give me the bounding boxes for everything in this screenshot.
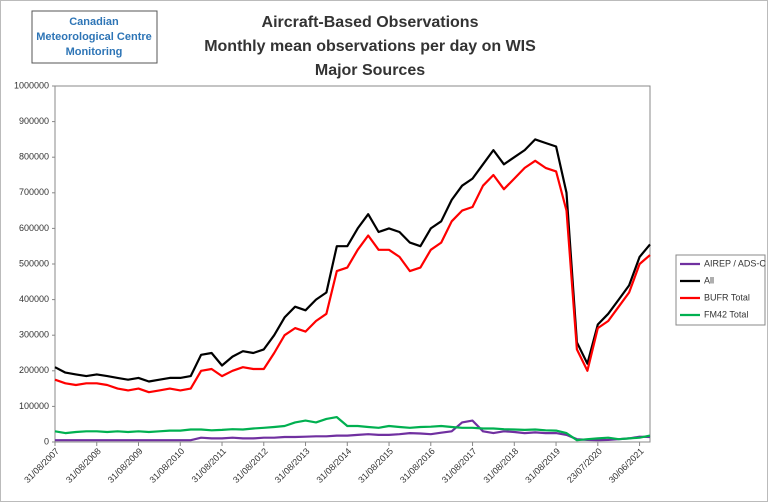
series-line: [54, 159, 651, 394]
y-tick-label: 200000: [19, 365, 49, 375]
y-tick-label: 300000: [19, 330, 49, 340]
series-line: [54, 138, 651, 383]
logo-text: Monitoring: [66, 46, 123, 58]
y-tick-label: 900000: [19, 116, 49, 126]
logo-text: Meteorological Centre: [36, 31, 152, 43]
chart-title: Major Sources: [315, 62, 425, 79]
legend-label: FM42 Total: [704, 309, 748, 319]
y-tick-label: 0: [44, 436, 49, 446]
chart-title: Aircraft-Based Observations: [262, 14, 479, 31]
legend-label: AIREP / ADS-C: [704, 258, 766, 268]
logo-text: Canadian: [69, 16, 119, 28]
y-tick-label: 100000: [19, 401, 49, 411]
legend-label: All: [704, 275, 714, 285]
y-tick-label: 1000000: [14, 80, 49, 90]
y-tick-label: 700000: [19, 187, 49, 197]
y-tick-label: 800000: [19, 152, 49, 162]
chart-title: Monthly mean observations per day on WIS: [204, 38, 536, 55]
logo-box: [31, 10, 158, 64]
legend-label: BUFR Total: [704, 292, 750, 302]
series-line: [54, 416, 651, 442]
legend: [675, 254, 766, 326]
y-tick-label: 600000: [19, 223, 49, 233]
y-tick-label: 500000: [19, 258, 49, 268]
y-tick-label: 400000: [19, 294, 49, 304]
series-line: [55, 419, 651, 442]
